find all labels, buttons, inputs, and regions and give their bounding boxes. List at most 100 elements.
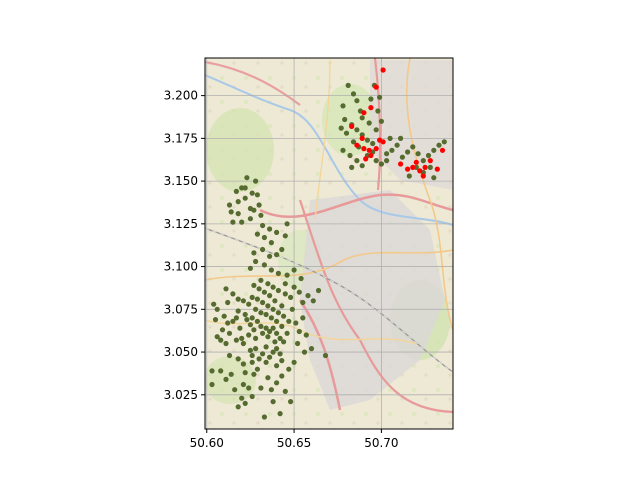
scatter-point-green [214,334,220,340]
scatter-point-green [233,315,239,321]
scatter-point-green [247,205,253,212]
scatter-point-green [254,231,260,237]
scatter-point-green [308,346,315,352]
scatter-point-red [413,159,419,165]
scatter-point-green [338,125,344,131]
scatter-point-green [247,347,253,353]
scatter-point-green [270,306,276,312]
scatter-point-red [361,146,367,152]
scatter-point-green [260,299,266,306]
scatter-point-green [235,199,241,205]
scatter-point-green [235,404,241,410]
scatter-point-red [410,164,416,170]
scatter-point-red [427,158,433,164]
scatter-point-green [239,395,245,401]
scatter-point-green [406,173,412,179]
scatter-point-green [244,175,250,181]
scatter-point-green [230,318,236,324]
y-tick-label: 3.075 [164,302,198,316]
scatter-point-green [228,209,234,215]
scatter-point-green [387,135,393,141]
scatter-point-green [212,317,219,323]
scatter-point-green [268,315,274,321]
scatter-point-green [282,291,288,297]
scatter-point-green [253,306,259,312]
scatter-point-green [232,387,238,393]
scatter-point-green [214,306,220,312]
scatter-point-green [340,147,346,153]
scatter-point-green [267,226,273,232]
scatter-point-green [277,411,283,417]
scatter-point-green [377,94,383,100]
x-axis: 50.60 50.65 50.70 [190,429,399,450]
scatter-point-green [254,192,260,198]
scatter-point-green [268,267,274,273]
scatter-point-green [249,315,255,321]
scatter-point-red [373,84,379,90]
scatter-point-green [274,346,280,352]
scatter-point-green [242,370,248,376]
scatter-point-green [235,356,241,362]
scatter-point-green [315,287,322,294]
scatter-point-green [349,164,355,170]
plot-frame [204,57,454,430]
scatter-point-green [354,158,360,164]
scatter-point-green [398,135,404,141]
scatter-point-green [260,330,266,336]
scatter-point-green [281,313,287,319]
scatter-point-green [425,152,432,159]
x-tick-label: 50.60 [190,436,224,450]
scatter-point-green [300,315,306,321]
scatter-point-green [226,330,233,336]
scatter-point-green [253,335,259,341]
scatter-point-red [368,152,374,159]
scatter-point-red [380,67,386,73]
map-background [205,58,453,429]
scatter-point-green [270,399,276,405]
scatter-point-green [378,118,384,124]
scatter-point-green [247,216,253,222]
scatter-point-green [282,388,288,394]
scatter-point-green [260,351,266,357]
scatter-point-green [286,366,292,372]
scatter-point-green [350,91,357,97]
scatter-point-green [272,298,278,304]
scatter-point-green [265,334,271,340]
scatter-point-green [370,140,376,147]
scatter-point-green [261,234,267,241]
scatter-point-green [258,277,264,283]
scatter-point-red [368,105,374,111]
scatter-point-green [350,139,357,145]
scatter-point-green [265,375,271,381]
scatter-point-green [282,281,288,287]
scatter-point-green [246,385,252,391]
y-tick-label: 3.175 [164,131,198,145]
scatter-point-red [359,135,365,141]
y-tick-label: 3.150 [164,174,198,188]
scatter-point-green [237,325,243,331]
scatter-point-green [272,339,278,345]
y-tick-label: 3.050 [164,345,198,359]
scatter-point-green [226,352,233,359]
scatter-point-green [240,361,246,367]
scatter-point-green [340,103,346,109]
scatter-point-green [279,373,285,379]
scatter-point-green [343,130,350,136]
scatter-point-green [211,301,217,307]
scatter-point-green [219,327,226,333]
scatter-point-green [249,352,255,359]
scatter-point-red [361,110,367,116]
scatter-point-green [303,332,309,338]
scatter-point-green [246,332,252,338]
scatter-point-green [368,96,374,102]
x-tick-label: 50.70 [364,436,398,450]
scatter-point-green [293,320,299,326]
scatter-point-green [249,359,255,365]
scatter-point-green [305,293,311,299]
scatter-point-red [398,161,404,167]
scatter-point-red [354,142,360,148]
scatter-point-green [359,115,365,121]
scatter-point-green [261,262,267,268]
